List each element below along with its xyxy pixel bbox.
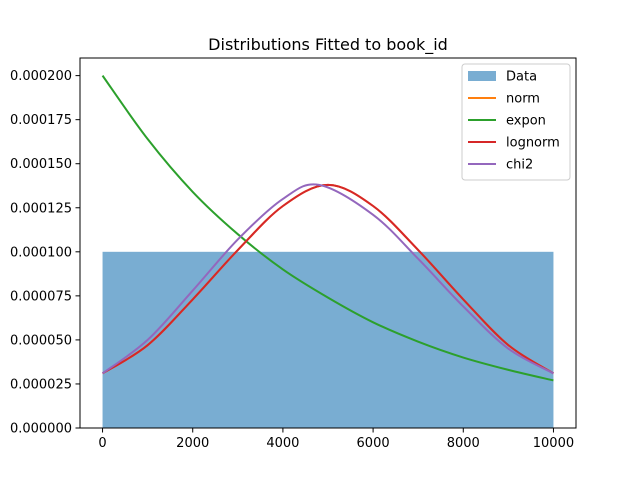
y-tick-label: 0.000125: [10, 201, 72, 216]
histogram-layer: [102, 251, 554, 428]
legend-box: [461, 63, 571, 181]
legend-label-expon: expon: [506, 114, 546, 129]
y-tick-label: 0.000000: [10, 422, 72, 437]
legend: Data norm expon lognorm chi2: [461, 63, 571, 181]
y-tick-label: 0.000200: [10, 69, 72, 84]
legend-label-norm: norm: [506, 92, 540, 107]
x-axis: 0 2000 4000 6000 8000 10000: [98, 428, 574, 451]
x-tick-label: 0: [98, 436, 106, 451]
y-tick-label: 0.000150: [10, 157, 72, 172]
x-tick-label: 10000: [533, 436, 574, 451]
histogram-bar-0: [102, 251, 554, 428]
x-tick-label: 8000: [447, 436, 480, 451]
legend-label-lognorm: lognorm: [506, 136, 560, 151]
x-tick-label: 6000: [357, 436, 390, 451]
legend-swatch-Data: [468, 71, 496, 81]
legend-label-Data: Data: [506, 70, 537, 85]
series-line-expon: [101, 75, 554, 382]
y-tick-label: 0.000175: [10, 113, 72, 128]
y-tick-label: 0.000025: [10, 377, 72, 392]
y-axis: 0.000000 0.000025 0.000050 0.000075 0.000100…: [10, 69, 80, 437]
x-tick-label: 2000: [176, 436, 209, 451]
y-tick-label: 0.000050: [10, 333, 72, 348]
legend-label-chi2: chi2: [506, 158, 533, 173]
plot-area-frame: [79, 57, 577, 429]
chart-title: Distributions Fitted to book_id: [208, 35, 448, 55]
series-line-chi2: [101, 183, 554, 375]
y-tick-label: 0.000100: [10, 245, 72, 260]
series-layer: [101, 75, 554, 382]
x-tick-label: 4000: [266, 436, 299, 451]
series-line-lognorm: [102, 183, 554, 375]
y-tick-label: 0.000075: [10, 289, 72, 304]
